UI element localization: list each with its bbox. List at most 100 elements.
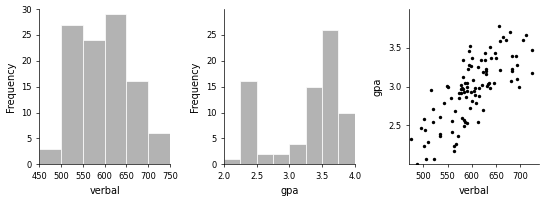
Point — [457, 87, 465, 90]
Bar — [39, 149, 61, 164]
Bar — [148, 133, 170, 164]
Point — [459, 118, 468, 121]
Point — [491, 56, 500, 60]
Point — [514, 85, 523, 88]
Point — [446, 97, 455, 100]
Point — [471, 102, 480, 105]
Point — [481, 52, 489, 55]
Point — [528, 72, 536, 75]
Point — [485, 81, 494, 84]
Point — [463, 81, 471, 84]
Point — [513, 77, 522, 80]
Bar — [240, 81, 257, 164]
Point — [416, 127, 425, 130]
Point — [447, 131, 456, 134]
Y-axis label: gpa: gpa — [372, 77, 383, 96]
Bar — [83, 40, 105, 164]
Point — [460, 90, 469, 94]
Point — [420, 118, 429, 121]
Point — [436, 135, 445, 138]
Point — [470, 89, 479, 92]
Bar — [126, 81, 148, 164]
Point — [443, 84, 451, 87]
Point — [420, 144, 428, 147]
Point — [413, 163, 421, 166]
X-axis label: verbal: verbal — [459, 186, 489, 196]
Point — [496, 68, 505, 71]
Y-axis label: Frequency: Frequency — [190, 61, 201, 112]
Point — [429, 157, 438, 161]
Bar — [289, 144, 306, 164]
Point — [468, 100, 476, 103]
Point — [482, 69, 491, 73]
Point — [481, 58, 489, 61]
Point — [475, 87, 483, 90]
Point — [466, 90, 475, 93]
Point — [511, 54, 520, 57]
Point — [459, 58, 468, 61]
Point — [502, 39, 511, 42]
Point — [507, 70, 516, 73]
Point — [435, 133, 444, 136]
Point — [494, 24, 503, 27]
Point — [506, 79, 515, 83]
Point — [457, 83, 466, 86]
Bar — [224, 159, 240, 164]
Point — [468, 78, 477, 81]
Point — [444, 86, 452, 89]
Point — [447, 120, 456, 123]
Point — [486, 86, 494, 90]
Point — [461, 120, 470, 123]
Point — [474, 66, 483, 69]
Point — [458, 117, 467, 120]
Point — [482, 73, 491, 76]
Point — [439, 101, 448, 104]
Point — [495, 40, 504, 43]
Point — [490, 52, 499, 55]
Point — [499, 36, 508, 39]
Point — [458, 87, 467, 91]
Bar — [257, 154, 273, 164]
Point — [455, 96, 464, 99]
Point — [518, 39, 527, 42]
Point — [478, 108, 487, 112]
Point — [463, 85, 471, 88]
Point — [422, 158, 431, 161]
Point — [490, 82, 499, 85]
Point — [453, 134, 462, 137]
Point — [407, 137, 415, 141]
Point — [427, 88, 435, 91]
Bar — [273, 154, 289, 164]
X-axis label: gpa: gpa — [280, 186, 299, 196]
Point — [467, 56, 476, 60]
Point — [461, 82, 469, 85]
Point — [462, 96, 470, 99]
Point — [512, 63, 521, 67]
Point — [527, 48, 536, 52]
Point — [429, 120, 438, 123]
Point — [421, 128, 429, 132]
Point — [455, 91, 464, 94]
Point — [458, 76, 467, 79]
Point — [507, 67, 516, 70]
Point — [429, 107, 438, 110]
Y-axis label: Frequency: Frequency — [5, 61, 16, 112]
Bar — [61, 25, 83, 164]
Point — [465, 49, 474, 53]
Point — [450, 144, 458, 147]
Point — [451, 109, 459, 113]
Point — [456, 92, 465, 95]
Point — [477, 84, 486, 87]
Point — [485, 46, 494, 49]
Point — [470, 87, 479, 90]
Bar — [322, 30, 338, 164]
Bar — [338, 113, 355, 164]
Point — [464, 67, 473, 70]
Point — [483, 82, 492, 85]
Point — [482, 84, 491, 88]
Point — [475, 95, 483, 98]
Point — [522, 33, 530, 36]
Point — [487, 57, 495, 60]
Bar — [306, 87, 322, 164]
Point — [452, 143, 461, 146]
